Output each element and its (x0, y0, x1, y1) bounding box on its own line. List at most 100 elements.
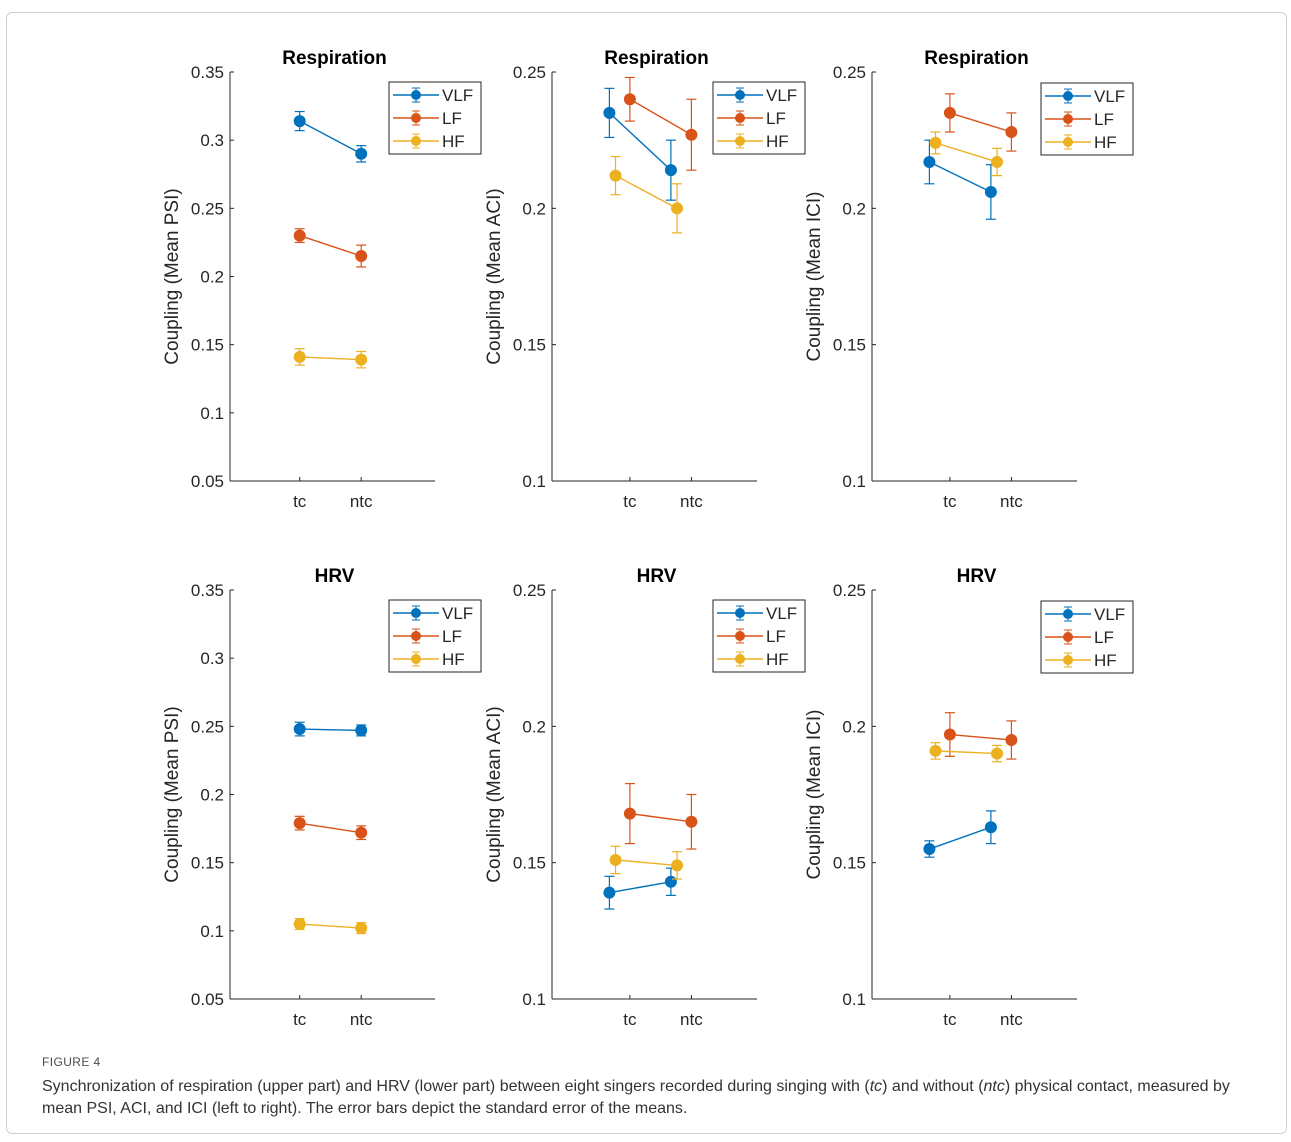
data-point-lf (355, 250, 368, 263)
y-tick-label: 0.3 (200, 131, 224, 150)
legend-label: VLF (1094, 605, 1125, 624)
data-point-hf (671, 202, 684, 215)
legend-label: HF (442, 132, 465, 151)
chart-panel-2: 0.1 0.15 0.2 0.25 tc ntc Respiration Coupling (… (484, 48, 806, 511)
x-tick-label: ntc (1000, 1010, 1023, 1029)
y-tick-label: 0.2 (842, 199, 866, 218)
figure-label: FIGURE 4 (42, 1055, 101, 1069)
data-point-vlf (355, 724, 368, 737)
data-point-vlf (923, 843, 936, 856)
panel-title: Respiration (282, 48, 387, 69)
x-tick-label: tc (293, 492, 307, 511)
panel-title: HRV (637, 566, 677, 587)
y-tick-label: 0.25 (833, 63, 866, 82)
data-point-vlf (664, 164, 677, 177)
y-tick-label: 0.15 (191, 336, 224, 355)
y-axis-label: Coupling (Mean ICI) (804, 709, 825, 879)
series-line-lf (629, 98, 692, 136)
y-tick-label: 0.35 (191, 581, 224, 600)
data-point-hf (293, 350, 306, 363)
y-axis-label: Coupling (Mean ICI) (804, 191, 825, 361)
series-line-hf (299, 923, 362, 929)
legend-marker (411, 608, 421, 618)
legend-label: VLF (1094, 87, 1125, 106)
series-line-lf (299, 234, 362, 257)
caption-part-3: ) physical contact, measured by mean PSI… (42, 1078, 1230, 1117)
data-point-vlf (355, 147, 368, 160)
legend-label: VLF (766, 604, 797, 623)
y-axis-label: Coupling (Mean ACI) (484, 188, 505, 364)
y-tick-label: 0.05 (191, 472, 224, 491)
data-point-lf (355, 826, 368, 839)
legend-label: HF (766, 650, 789, 669)
legend-marker (1063, 632, 1073, 642)
y-axis-label: Coupling (Mean PSI) (162, 706, 183, 882)
legend: VLF LF HF (388, 599, 482, 673)
y-tick-label: 0.2 (522, 199, 546, 218)
legend-label: VLF (766, 86, 797, 105)
legend-label: LF (766, 627, 786, 646)
data-point-hf (929, 744, 942, 757)
y-tick-label: 0.05 (191, 990, 224, 1009)
legend-marker (411, 90, 421, 100)
data-point-lf (943, 106, 956, 119)
y-tick-label: 0.1 (522, 472, 546, 491)
data-point-vlf (293, 115, 306, 128)
data-point-vlf (603, 886, 616, 899)
series-line-hf (935, 750, 998, 755)
legend: VLF LF HF (1040, 600, 1134, 674)
data-point-hf (671, 859, 684, 872)
data-point-lf (1005, 733, 1018, 746)
chart-panel-4: 0.05 0.1 0.15 0.2 0.25 0.3 0.35 tc ntc HRV Couplin… (162, 566, 482, 1029)
chart-panel-5: 0.1 0.15 0.2 0.25 tc ntc HRV Coupling (Mean ACI… (484, 566, 806, 1029)
data-point-hf (991, 747, 1004, 760)
panel-title: HRV (957, 566, 997, 587)
x-tick-label: ntc (1000, 492, 1023, 511)
series-line-lf (629, 812, 692, 823)
data-point-lf (943, 728, 956, 741)
data-point-hf (609, 169, 622, 182)
y-tick-label: 0.1 (200, 404, 224, 423)
caption-em-2: ntc (983, 1078, 1005, 1095)
series-line-lf (949, 733, 1012, 741)
series-line-vlf (608, 112, 672, 171)
legend-marker (735, 654, 745, 664)
data-point-lf (623, 93, 636, 106)
legend-marker (1063, 137, 1073, 147)
data-point-vlf (293, 723, 306, 736)
legend-label: LF (1094, 628, 1114, 647)
legend-marker (1063, 91, 1073, 101)
y-tick-label: 0.15 (191, 854, 224, 873)
series-line-hf (615, 174, 678, 209)
panel-title: Respiration (924, 48, 1029, 69)
legend-label: LF (1094, 110, 1114, 129)
data-point-vlf (603, 106, 616, 119)
x-tick-label: ntc (680, 1010, 703, 1029)
data-point-lf (685, 815, 698, 828)
series-line-vlf (299, 728, 362, 732)
legend-marker (1063, 609, 1073, 619)
data-point-vlf (984, 185, 997, 198)
y-tick-label: 0.35 (191, 63, 224, 82)
caption-em-1: tc (869, 1078, 883, 1095)
legend-marker (735, 608, 745, 618)
data-point-hf (929, 136, 942, 149)
caption-part-2: ) and without ( (882, 1078, 984, 1095)
data-point-hf (355, 922, 368, 935)
y-tick-label: 0.15 (513, 854, 546, 873)
data-point-hf (355, 353, 368, 366)
legend-marker (1063, 655, 1073, 665)
y-tick-label: 0.15 (833, 336, 866, 355)
y-tick-label: 0.2 (842, 717, 866, 736)
series-line-vlf (609, 881, 672, 894)
y-tick-label: 0.1 (842, 472, 866, 491)
series-line-hf (299, 356, 362, 361)
x-tick-label: tc (943, 1010, 957, 1029)
x-tick-label: tc (623, 1010, 637, 1029)
legend-marker (1063, 114, 1073, 124)
legend-marker (735, 631, 745, 641)
x-tick-label: tc (623, 492, 637, 511)
legend-marker (735, 90, 745, 100)
legend-marker (411, 631, 421, 641)
